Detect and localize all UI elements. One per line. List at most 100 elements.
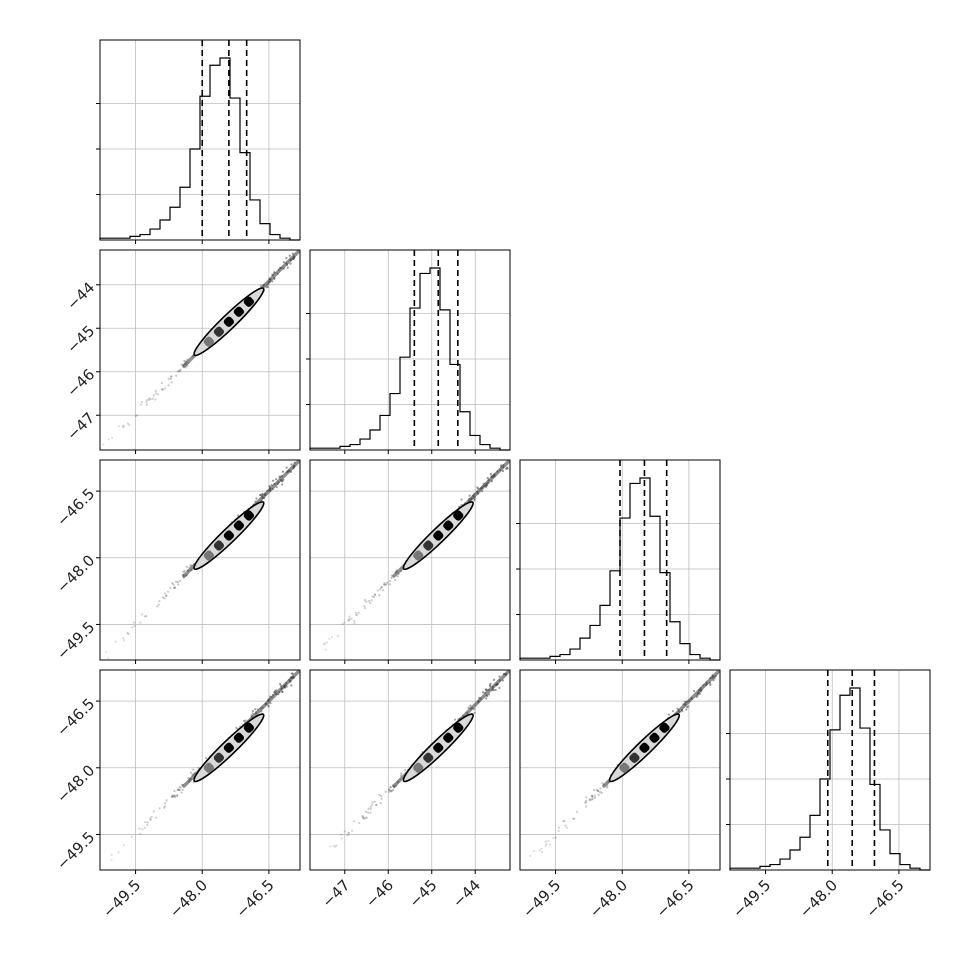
scatter-point	[547, 839, 550, 843]
scatter-point	[597, 789, 600, 792]
scatter-point	[328, 637, 331, 640]
scatter-point	[545, 842, 548, 845]
scatter-point	[371, 595, 374, 598]
panel-1-0: −47 −46 −45 −44	[63, 249, 301, 454]
density-cell-3-2	[649, 732, 660, 743]
scatter-point	[396, 575, 399, 578]
scatter-point	[383, 582, 386, 585]
scatter-point	[584, 801, 587, 804]
x-tick-label-1-0: −47	[318, 876, 353, 911]
scatter-point	[289, 262, 292, 265]
scatter-point	[122, 424, 125, 427]
scatter-point	[343, 830, 346, 833]
scatter-point	[369, 811, 372, 814]
scatter-point	[372, 595, 376, 599]
scatter-point	[562, 819, 565, 823]
scatter-point	[394, 578, 397, 582]
y-tick-label-1-1: −46	[63, 365, 98, 400]
scatter-point	[143, 826, 147, 829]
scatter-point	[123, 639, 126, 642]
density-cell-2-0	[203, 550, 215, 561]
density-cell-3-1	[453, 722, 464, 733]
scatter-point	[122, 636, 125, 640]
scatter-point	[498, 686, 501, 690]
scatter-point	[685, 708, 688, 711]
scatter-point	[369, 807, 373, 811]
scatter-point	[156, 605, 159, 608]
scatter-point	[588, 799, 592, 802]
y-tick-label-2-1: −48.0	[53, 551, 98, 596]
scatter-point	[489, 472, 492, 476]
scatter-point	[575, 810, 579, 813]
scatter-point	[347, 619, 351, 622]
scatter-point	[147, 398, 150, 401]
x-tick-label-2-2: −46.5	[652, 876, 697, 921]
scatter-point	[362, 817, 365, 820]
scatter-point	[453, 718, 457, 721]
scatter-point	[170, 375, 173, 378]
frame-0-0	[99, 39, 301, 241]
scatter-point	[348, 615, 351, 618]
scatter-point	[389, 789, 392, 792]
scatter-point	[154, 389, 157, 392]
scatter-point	[370, 803, 374, 807]
scatter-point	[588, 798, 591, 801]
x-tick-label-3-1: −48.0	[796, 876, 841, 921]
y-tick-label-3-2: −46.5	[53, 695, 98, 740]
y-tick-label-1-2: −45	[63, 322, 98, 357]
scatter-point	[133, 621, 136, 624]
scatter-point	[236, 514, 240, 517]
y-tick-label-2-0: −49.5	[53, 618, 98, 663]
scatter-point	[205, 756, 208, 760]
scatter-point	[363, 598, 367, 602]
scatter-point	[460, 503, 463, 507]
scatter-point	[156, 393, 160, 396]
scatter-point	[481, 691, 485, 694]
scatter-point	[585, 805, 588, 808]
scatter-point	[152, 394, 155, 397]
density-cell-2-1	[443, 520, 454, 531]
scatter-point	[163, 597, 166, 600]
scatter-point	[281, 690, 284, 693]
scatter-point	[373, 593, 377, 596]
scatter-point	[149, 398, 152, 401]
scatter-point	[601, 782, 604, 785]
scatter-point	[285, 257, 288, 260]
histogram-0	[99, 57, 300, 241]
scatter-point	[255, 497, 258, 500]
scatter-point	[177, 788, 180, 791]
scatter-point	[375, 803, 378, 807]
scatter-point	[492, 678, 496, 681]
scatter-point	[145, 403, 148, 406]
scatter-point	[167, 384, 170, 387]
scatter-point	[325, 641, 329, 644]
scatter-point	[126, 631, 129, 634]
scatter-point	[102, 443, 105, 446]
scatter-point	[181, 788, 184, 791]
scatter-point	[486, 477, 489, 480]
scatter-point	[367, 807, 370, 810]
scatter-point	[128, 423, 131, 427]
scatter-point	[585, 796, 588, 799]
scatter-point	[271, 280, 274, 283]
density-cell-3-0	[203, 762, 215, 773]
scatter-point	[340, 837, 343, 840]
scatter-point	[251, 712, 254, 715]
scatter-point	[235, 726, 238, 729]
scatter-point	[290, 684, 293, 687]
scatter-point	[169, 377, 172, 381]
histogram-2	[519, 477, 720, 661]
density-cell-2-0	[223, 530, 235, 541]
scatter-point	[492, 689, 495, 692]
scatter-point	[350, 617, 353, 620]
scatter-point	[165, 594, 168, 597]
scatter-point	[485, 697, 488, 700]
scatter-point	[473, 711, 476, 715]
scatter-point	[141, 828, 144, 831]
scatter-point	[565, 826, 568, 829]
scatter-point	[122, 426, 125, 429]
density-cell-2-0	[233, 520, 245, 531]
scatter-point	[506, 467, 509, 470]
x-tick-label-0-2: −46.5	[232, 876, 277, 921]
